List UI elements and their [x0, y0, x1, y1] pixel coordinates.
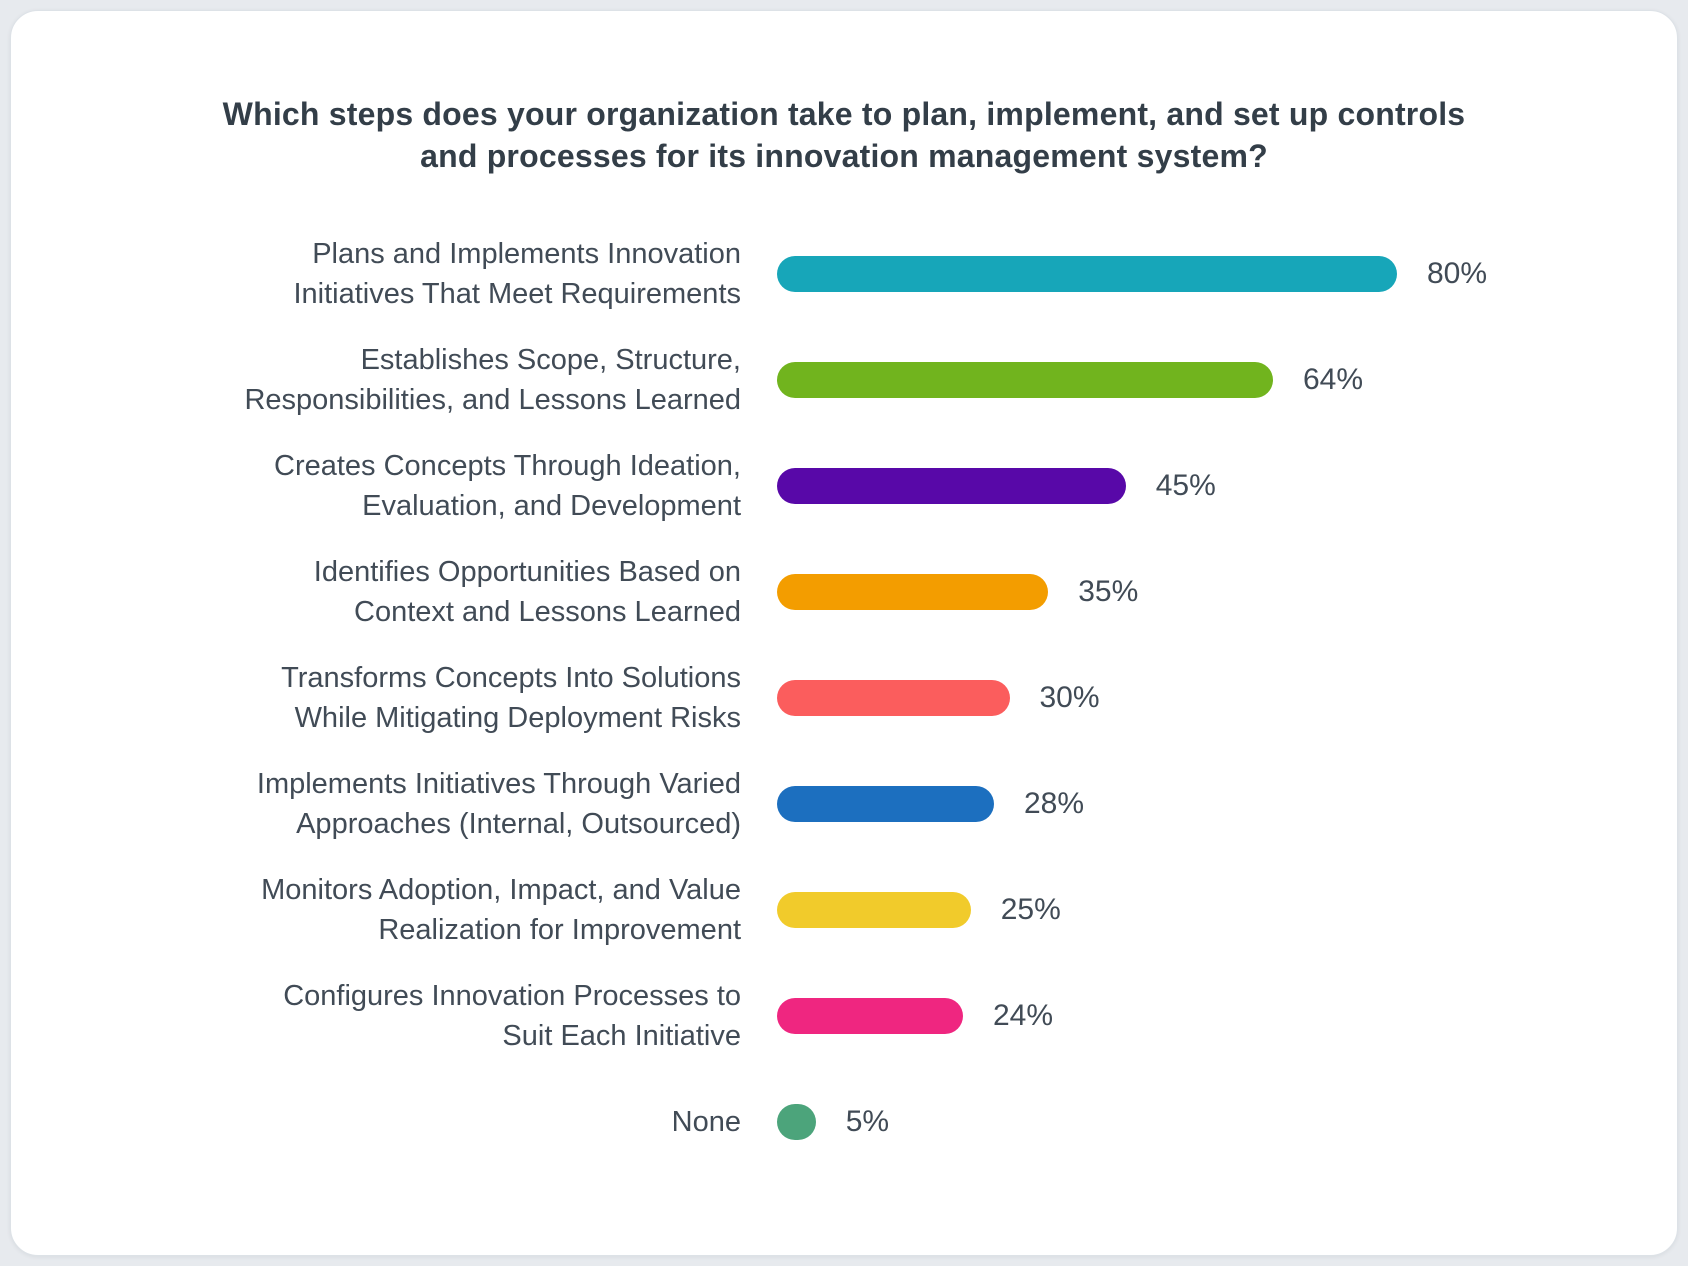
- chart-row: Configures Innovation Processes to Suit …: [51, 963, 1677, 1069]
- chart-card: Which steps does your organization take …: [10, 10, 1678, 1256]
- value-label: 80%: [1427, 257, 1488, 290]
- bar-area: 64%: [777, 362, 1677, 398]
- value-label: 35%: [1078, 575, 1139, 608]
- value-label: 30%: [1039, 681, 1100, 714]
- chart-row: Implements Initiatives Through Varied Ap…: [51, 751, 1677, 857]
- chart-row: Creates Concepts Through Ideation, Evalu…: [51, 433, 1677, 539]
- bar: [777, 998, 963, 1034]
- value-label: 28%: [1024, 787, 1085, 820]
- chart-row: Plans and Implements Innovation Initiati…: [51, 221, 1677, 327]
- bar-area: 45%: [777, 468, 1677, 504]
- category-label: Configures Innovation Processes to Suit …: [283, 980, 741, 1052]
- category-label: Monitors Adoption, Impact, and Value Rea…: [261, 874, 741, 946]
- chart-row: Monitors Adoption, Impact, and Value Rea…: [51, 857, 1677, 963]
- bar: [777, 256, 1397, 292]
- bar-area: 28%: [777, 786, 1677, 822]
- value-label: 25%: [1000, 893, 1061, 926]
- category-label: Establishes Scope, Structure, Responsibi…: [244, 344, 741, 416]
- bar-area: 35%: [777, 574, 1677, 610]
- chart-rows: Plans and Implements Innovation Initiati…: [11, 221, 1677, 1175]
- bar: [777, 786, 994, 822]
- bar: [777, 468, 1126, 504]
- value-label: 5%: [845, 1105, 890, 1138]
- chart-row: None 5%: [51, 1069, 1677, 1175]
- category-label: Plans and Implements Innovation Initiati…: [293, 238, 741, 310]
- chart-row: Identifies Opportunities Based on Contex…: [51, 539, 1677, 645]
- chart-title: Which steps does your organization take …: [222, 96, 1466, 174]
- category-label: Identifies Opportunities Based on Contex…: [313, 556, 741, 628]
- value-label: 24%: [993, 999, 1054, 1032]
- value-label: 64%: [1303, 363, 1364, 396]
- bar: [777, 574, 1049, 610]
- category-label: Transforms Concepts Into Solutions While…: [281, 662, 741, 734]
- bar-area: 25%: [777, 892, 1677, 928]
- bar: [777, 892, 971, 928]
- value-label: 45%: [1155, 469, 1216, 502]
- bar: [777, 362, 1273, 398]
- bar: [777, 1104, 816, 1140]
- chart-row: Establishes Scope, Structure, Responsibi…: [51, 327, 1677, 433]
- category-label: Creates Concepts Through Ideation, Evalu…: [274, 450, 741, 522]
- bar-area: 24%: [777, 998, 1677, 1034]
- chart-row: Transforms Concepts Into Solutions While…: [51, 645, 1677, 751]
- bar-area: 30%: [777, 680, 1677, 716]
- category-label: None: [671, 1106, 741, 1138]
- bar: [777, 680, 1010, 716]
- bar-area: 5%: [777, 1104, 1677, 1140]
- bar-area: 80%: [777, 256, 1677, 292]
- category-label: Implements Initiatives Through Varied Ap…: [256, 768, 741, 840]
